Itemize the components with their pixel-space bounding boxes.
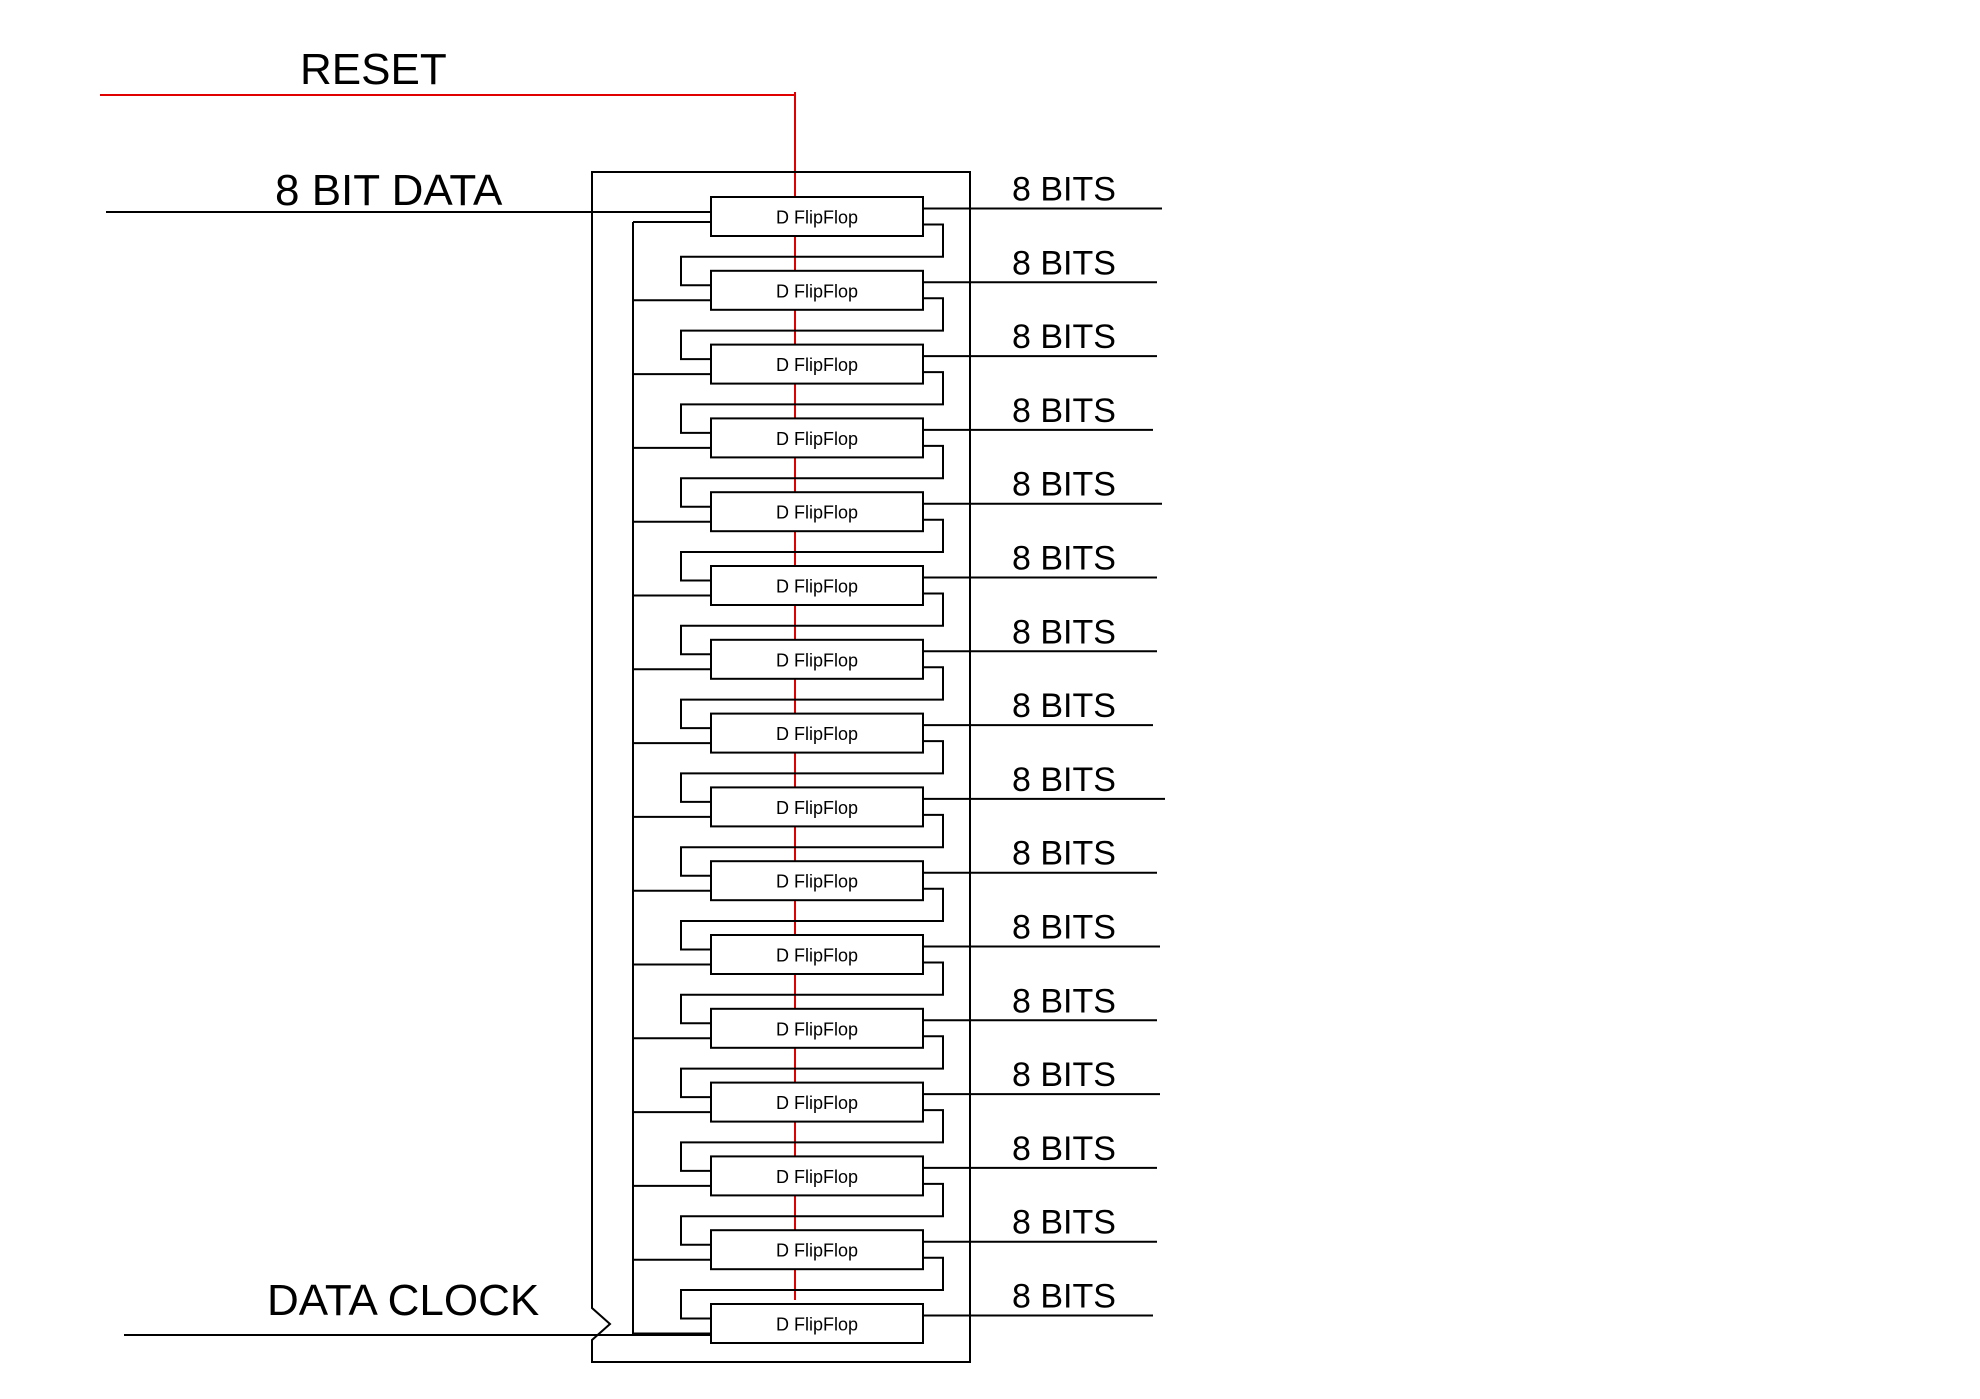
flipflop-box [710, 417, 924, 459]
flipflop-label: D FlipFlop [776, 208, 858, 228]
flipflop-box [710, 786, 924, 828]
flipflop-label: D FlipFlop [776, 429, 858, 449]
output-label: 8 BITS [1012, 318, 1116, 356]
flipflop-box [710, 1081, 924, 1123]
flipflop-label: D FlipFlop [776, 946, 858, 966]
output-label: 8 BITS [1012, 1130, 1116, 1168]
flipflop-label: D FlipFlop [776, 650, 858, 670]
output-label: 8 BITS [1012, 392, 1116, 430]
stage-link-wire [680, 961, 944, 1025]
output-label: 8 BITS [1012, 982, 1116, 1020]
output-label: 8 BITS [1012, 1056, 1116, 1094]
flipflop-label: D FlipFlop [776, 503, 858, 523]
stage-link-wire [680, 223, 944, 287]
register-enclosure [591, 171, 971, 1363]
flipflop-box [710, 1229, 924, 1271]
stage-link-wire [680, 444, 944, 508]
stage-link-wire [680, 887, 944, 951]
flipflop-box [710, 1303, 924, 1344]
stage-link-wire [680, 371, 944, 434]
flipflop-label: D FlipFlop [776, 798, 858, 818]
flipflop-stages: D FlipFlop 8 BITS D FlipFlop 8 BITS D FlipFl… [633, 171, 1165, 1344]
output-label: 8 BITS [1012, 761, 1116, 799]
flipflop-box [710, 269, 924, 311]
flipflop-box [710, 491, 924, 533]
flipflop-box [710, 934, 924, 975]
output-label: 8 BITS [1012, 613, 1116, 651]
clock-label: DATA CLOCK [267, 1276, 539, 1325]
output-label: 8 BITS [1012, 540, 1116, 578]
flipflop-box [710, 712, 924, 754]
flipflop-box [710, 860, 924, 902]
flipflop-box [710, 196, 924, 237]
output-label: 8 BITS [1012, 687, 1116, 725]
flipflop-label: D FlipFlop [776, 1241, 858, 1261]
stage-link-wire [680, 666, 944, 730]
data-input-label: 8 BIT DATA [275, 166, 503, 215]
stage-link-wire [680, 1182, 944, 1246]
output-label: 8 BITS [1012, 835, 1116, 873]
stage-link-wire [680, 813, 944, 877]
output-label: 8 BITS [1012, 1204, 1116, 1242]
stage-link-wire [680, 1256, 944, 1320]
output-label: 8 BITS [1012, 171, 1116, 209]
flipflop-label: D FlipFlop [776, 355, 858, 375]
output-label: 8 BITS [1012, 466, 1116, 504]
stage-link-wire [680, 592, 944, 656]
flipflop-box [710, 638, 924, 680]
stage-link-wire [680, 1035, 944, 1099]
output-label: 8 BITS [1012, 909, 1116, 947]
stage-link-wire [680, 740, 944, 803]
stage-link-wire [680, 518, 944, 582]
flipflop-label: D FlipFlop [776, 281, 858, 301]
flipflop-label: D FlipFlop [776, 1093, 858, 1113]
flipflop-box [710, 1007, 924, 1049]
stage-link-wire [680, 297, 944, 361]
flipflop-label: D FlipFlop [776, 1315, 858, 1335]
flipflop-box [710, 565, 924, 606]
flipflop-box [710, 1155, 924, 1197]
flipflop-label: D FlipFlop [776, 872, 858, 892]
flipflop-label: D FlipFlop [776, 1167, 858, 1187]
output-label: 8 BITS [1012, 244, 1116, 282]
stage-link-wire [680, 1109, 944, 1172]
flipflop-label: D FlipFlop [776, 577, 858, 597]
flipflop-label: D FlipFlop [776, 724, 858, 744]
output-label: 8 BITS [1012, 1278, 1116, 1316]
reset-label: RESET [300, 45, 447, 94]
flipflop-box [710, 343, 924, 385]
flipflop-label: D FlipFlop [776, 1019, 858, 1039]
